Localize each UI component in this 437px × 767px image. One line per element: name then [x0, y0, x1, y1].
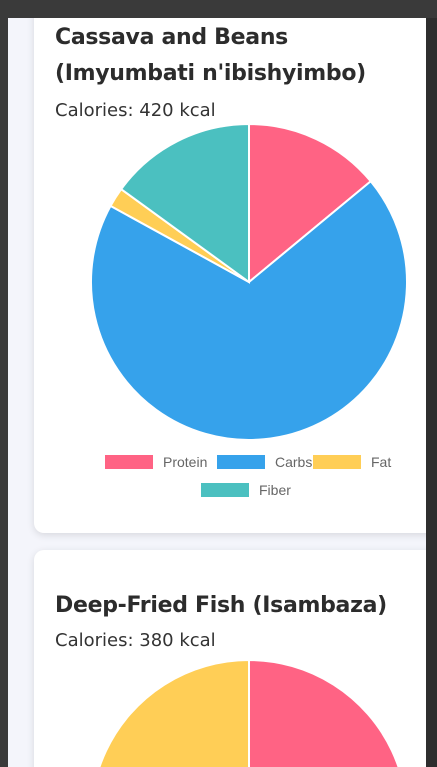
legend-swatch: [217, 455, 265, 469]
legend-swatch: [201, 483, 249, 497]
pie-slice-carbs[interactable]: [90, 179, 408, 441]
scroll-viewport[interactable]: Cassava and Beans (Imyumbati n'ibishyimb…: [8, 18, 426, 767]
meal-title: Cassava and Beans (Imyumbati n'ibishyimb…: [55, 25, 366, 86]
legend-item-protein[interactable]: Protein: [105, 454, 207, 470]
meal-calories: Calories: 380 kcal: [55, 630, 216, 651]
meal-card: Deep-Fried Fish (Isambaza) Calories: 380…: [34, 550, 426, 767]
nutrition-pie-chart: Protein Carbs Fat Fiber: [90, 122, 408, 498]
pie-slice-fiber[interactable]: [119, 122, 250, 284]
pie-slice-protein[interactable]: [248, 658, 407, 767]
pie-slice-fat[interactable]: [91, 658, 250, 767]
legend-label: Fiber: [259, 482, 291, 498]
pie-slice-protein[interactable]: [248, 122, 373, 285]
meal-card: Cassava and Beans (Imyumbati n'ibishyimb…: [34, 18, 426, 533]
legend-swatch: [105, 455, 153, 469]
legend-item-carbs[interactable]: Carbs: [217, 454, 312, 470]
legend-item-fat[interactable]: Fat: [313, 454, 391, 470]
nutrition-pie-chart: [91, 658, 407, 767]
legend-item-fiber[interactable]: Fiber: [201, 482, 291, 498]
legend-label: Protein: [163, 454, 207, 470]
meal-calories: Calories: 420 kcal: [55, 100, 216, 121]
legend-label: Carbs: [275, 454, 312, 470]
window-edge: [426, 18, 437, 767]
legend-label: Fat: [371, 454, 391, 470]
legend-swatch: [313, 455, 361, 469]
meal-title: Deep-Fried Fish (Isambaza): [55, 593, 387, 618]
